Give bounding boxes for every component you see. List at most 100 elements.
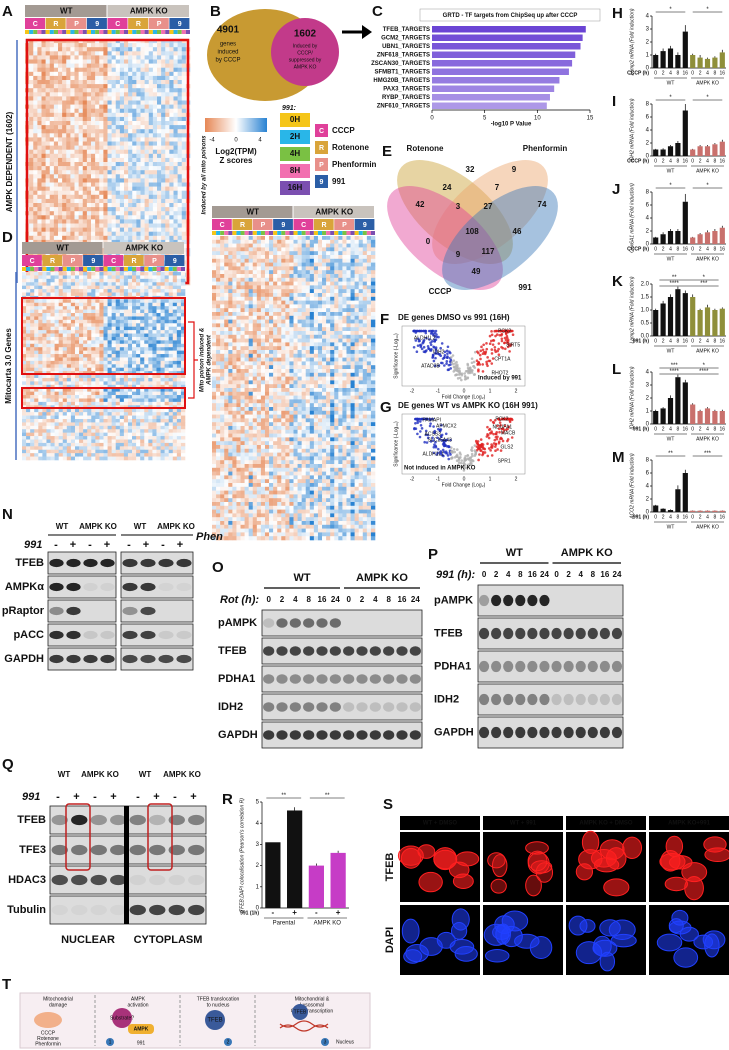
heatmap-cell [144,149,150,155]
heatmap-cell [180,388,186,392]
heatmap-cell [128,174,133,179]
heatmap-cell [38,319,43,324]
heatmap-cell [169,88,174,93]
heatmap-cell [161,59,166,64]
heatmap-cell [33,96,38,101]
heatmap-cell [173,186,178,191]
heatmap-cell [53,219,59,224]
heatmap-cell [169,198,174,204]
heatmap-cell [169,104,174,109]
heatmap-cell [107,408,112,413]
heatmap-cell [58,182,63,187]
heatmap-cell [260,243,266,248]
heatmap-cell [140,190,145,196]
heatmap-cell [144,231,150,237]
heatmap-cell [37,71,42,77]
heatmap-cell [38,436,43,440]
heatmap-cell [148,442,153,447]
heatmap-cell [70,133,75,138]
heatmap-cell [148,203,154,208]
heatmap-cell [168,330,174,334]
heatmap-cell [161,51,166,56]
heatmap-cell [119,367,125,372]
heatmap-cell [107,137,112,142]
heatmap-cell [30,449,35,454]
heatmap-cell [33,59,38,64]
time-label: 0H [290,115,300,124]
heatmap-cell [115,198,121,204]
heatmap-cell [37,211,42,216]
heatmap-cell [74,316,80,321]
heatmap-cell [42,422,47,427]
heatmap-cell [107,432,112,437]
heatmap-cell [22,275,27,280]
heatmap-cell [152,157,158,163]
heatmap-cell [38,449,43,454]
heatmap-cell [83,292,88,297]
treatment-block [62,255,83,266]
heatmap-cell [240,236,245,241]
heatmap-cell [29,51,34,56]
heatmap-cell [42,316,47,321]
heatmap-cell [132,422,137,427]
heatmap-cell [115,215,121,220]
heatmap-cell [119,92,125,97]
heatmap-cell [62,227,67,232]
treatment-block [334,219,355,230]
heatmap-cell [107,235,112,241]
heatmap-cell [144,67,150,73]
heatmap-cell [172,319,178,324]
heatmap-cell [140,275,145,280]
heatmap-cell [34,374,39,379]
heatmap-cell [156,384,161,389]
heatmap-cell [181,215,187,220]
heatmap-cell [62,415,68,420]
heatmap-cell [78,149,84,155]
heatmap-cell [50,319,55,324]
heatmap-cell [140,412,145,416]
heatmap-cell [34,343,39,348]
heatmap-cell [42,336,47,341]
heatmap-cell [148,374,153,379]
treatment-block [107,18,128,29]
heatmap-cell [70,292,76,297]
heatmap-cell [136,374,141,379]
heatmap-cell [46,364,51,369]
heatmap-cell [42,429,47,433]
heatmap-cell [177,231,183,237]
heatmap-cell [83,272,88,276]
heatmap-cell [172,429,178,433]
heatmap-cell [99,446,104,451]
heatmap-cell [180,360,186,365]
heatmap-cell [83,289,88,293]
heatmap-cell [37,162,42,167]
heatmap-cell [37,59,42,64]
heatmap-cell [91,231,96,237]
heatmap-cell [74,425,80,430]
heatmap-cell [119,395,125,399]
heatmap-cell [54,323,59,327]
heatmap-cell [22,395,27,399]
time-stripe [269,231,274,235]
heatmap-cell [107,198,112,204]
heatmap-cell [148,194,154,200]
heatmap-cell [91,357,96,362]
heatmap-cell [136,71,141,77]
heatmap-cell [164,401,169,406]
heatmap-cell [107,215,112,220]
heatmap-cell [66,157,71,163]
heatmap-cell [99,367,104,372]
heatmap-cell [173,157,178,163]
heatmap-cell [176,354,182,358]
heatmap-cell [103,299,108,304]
heatmap-cell [95,360,100,365]
heatmap-cell [136,75,141,81]
heatmap-cell [181,157,187,163]
heatmap-cell [50,313,55,317]
heatmap-cell [62,302,68,307]
heatmap-cell [95,309,100,314]
heatmap-cell [82,223,88,228]
heatmap-cell [42,272,47,276]
heatmap-cell [53,84,59,89]
heatmap-cell [29,100,34,105]
